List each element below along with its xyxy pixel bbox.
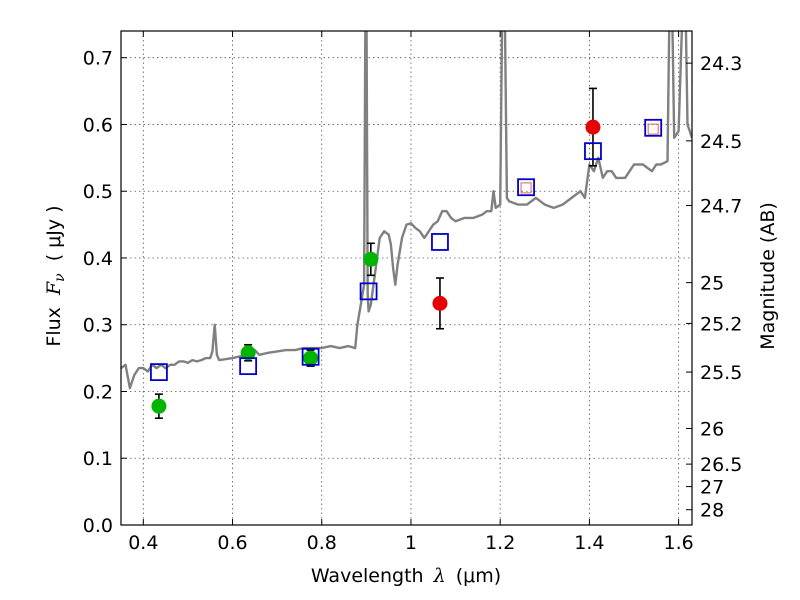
x-tick-label: 0.4 (128, 532, 158, 554)
model-square (431, 233, 449, 251)
inner-square (647, 123, 659, 135)
model-square (644, 118, 663, 137)
mag-tick-label: 28 (700, 500, 724, 522)
grid-lines (121, 31, 692, 526)
y-tick-label: 0.2 (83, 381, 113, 403)
x-tick-label: 1 (405, 532, 417, 554)
y-tick-label: 0.4 (83, 248, 113, 270)
y-tick-label: 0.6 (83, 114, 113, 136)
mag-tick-label: 26.5 (700, 454, 742, 476)
red-data-point (585, 119, 601, 135)
y-tick-label: 0.1 (83, 448, 113, 470)
plot-frame (120, 30, 693, 526)
x-tick-label: 0.6 (217, 532, 247, 554)
x-tick-label: 1.6 (664, 532, 694, 554)
model-square (239, 357, 258, 376)
green-data-point (151, 398, 167, 414)
green-data-point (303, 350, 319, 366)
mag-tick-label: 24.7 (700, 195, 742, 217)
mag-tick-label: 25.5 (700, 362, 742, 384)
green-data-point (363, 251, 379, 267)
y-tick-label: 0.3 (83, 315, 113, 337)
y-tick-label: 0.5 (83, 181, 113, 203)
model-square (301, 347, 320, 366)
model-square (150, 363, 168, 382)
x-tick-label: 1.4 (574, 532, 604, 554)
spectrum-line (121, 31, 692, 390)
model-square (359, 282, 378, 301)
inner-square (520, 182, 532, 194)
mag-tick-label: 27 (700, 477, 724, 499)
mag-tick-label: 25.2 (700, 313, 742, 335)
points-layer (150, 87, 663, 419)
mag-tick-label: 25 (700, 273, 724, 295)
x-axis-label: Wavelength λ (μm) (311, 565, 501, 587)
ticks-layer: 0.4 0.6 0.8 1 1.2 1.4 1.6 0.0 0.1 0.2 0.3 0.4 0.5 0.6… (83, 31, 742, 554)
spectrum-layer (121, 31, 692, 390)
mag-tick-label: 24.5 (700, 131, 742, 153)
red-data-point (432, 295, 448, 311)
y-axis-label: Flux Fν ( μJy ) (43, 205, 69, 346)
x-tick-label: 0.8 (307, 532, 337, 554)
mag-tick-label: 26 (700, 419, 724, 441)
y-tick-label: 0.0 (83, 515, 113, 537)
model-square (517, 178, 535, 197)
green-data-point (240, 345, 256, 361)
x-tick-label: 1.2 (485, 532, 515, 554)
right-axis-label: Magnitude (AB) (757, 202, 779, 350)
y-tick-label: 0.7 (83, 48, 113, 70)
model-square (584, 142, 602, 161)
mag-tick-label: 24.3 (700, 53, 742, 75)
